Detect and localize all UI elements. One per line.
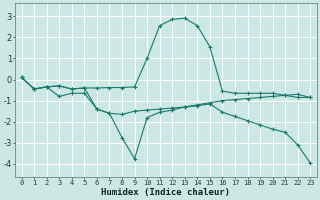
X-axis label: Humidex (Indice chaleur): Humidex (Indice chaleur) [101, 188, 230, 197]
